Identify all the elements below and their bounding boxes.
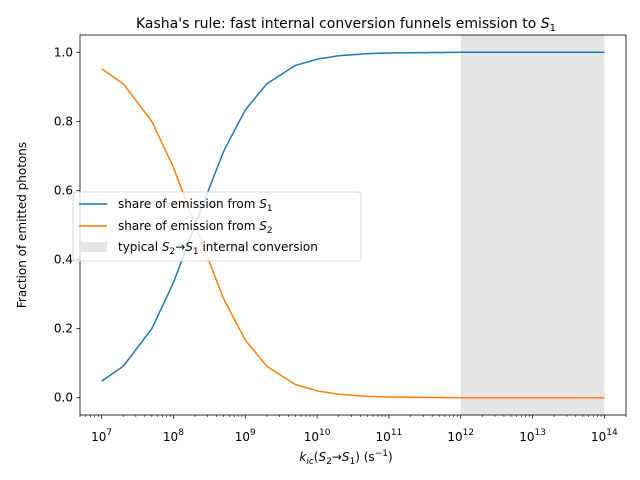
y-tick-label: 0.0 <box>54 391 73 405</box>
y-axis-ticks: 0.0 0.2 0.4 0.6 0.8 1.0 <box>54 45 80 405</box>
legend-box <box>72 191 362 262</box>
internal-conversion-region <box>460 35 605 415</box>
legend-label-s1: share of emission from S1 <box>118 197 273 214</box>
y-tick-label: 0.8 <box>54 114 73 128</box>
legend-label-region: typical S2→S1 internal conversion <box>118 240 318 257</box>
y-tick-label: 0.4 <box>54 253 73 267</box>
chart-title: Kasha's rule: fast internal conversion f… <box>136 16 556 34</box>
y-axis-label: Fraction of emitted photons <box>15 142 29 308</box>
legend: share of emission from S1 share of emiss… <box>72 191 362 262</box>
x-tick-label: 1012 <box>447 428 474 444</box>
y-tick-label: 1.0 <box>54 45 73 59</box>
y-tick-label: 0.2 <box>54 322 73 336</box>
x-tick-label: 1011 <box>376 428 403 444</box>
x-tick-label: 109 <box>235 428 256 444</box>
x-tick-label: 1010 <box>304 428 331 444</box>
x-tick-label: 107 <box>91 428 112 444</box>
legend-swatch-region <box>79 242 107 252</box>
x-axis-label: kic(S2→S1) (s−1) <box>299 449 392 467</box>
x-tick-label: 1013 <box>519 428 546 444</box>
x-tick-label: 1014 <box>591 428 618 444</box>
x-tick-label: 108 <box>163 428 184 444</box>
x-axis-ticks: 107 108 109 1010 1011 1012 1013 1014 <box>79 415 627 444</box>
y-tick-label: 0.6 <box>54 183 73 197</box>
legend-label-s2: share of emission from S2 <box>118 219 273 236</box>
